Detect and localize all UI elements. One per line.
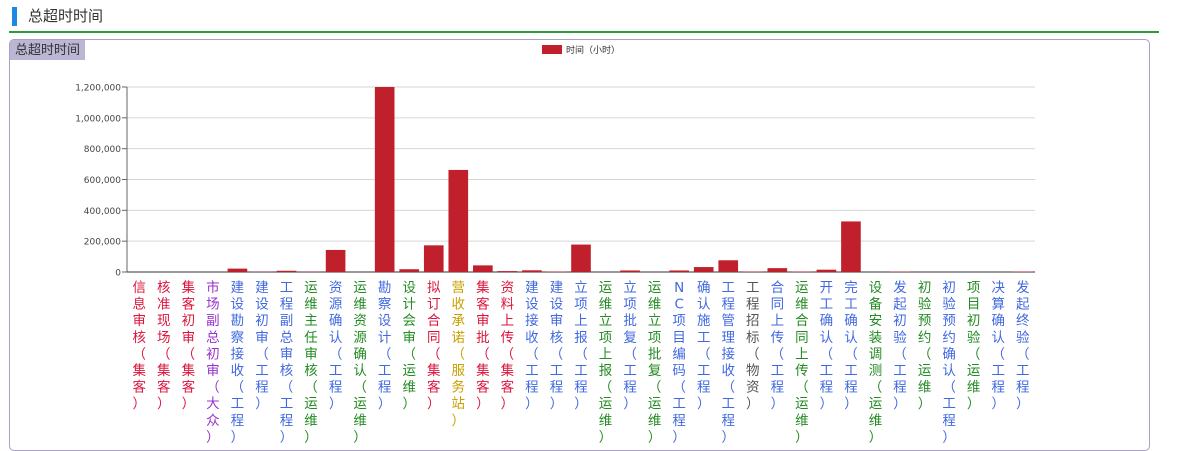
x-tick-label: 工程管理接收（工程） [721,280,735,443]
x-tick-label: 决算确认（工程） [991,280,1005,412]
legend-label: 时间（小时） [566,44,620,56]
y-tick-label: 200,000 [84,238,121,248]
x-tick-label: 运维合同上传（运维） [795,280,809,443]
x-tick-label: 市场副总初审（大众） [206,279,220,443]
bar [399,269,419,272]
x-tick-label: 完工确认（工程） [844,280,858,412]
x-tick-label: 工程副总审核（工程） [280,280,294,443]
x-tick-label: 集客审批（集客） [476,280,490,412]
x-tick-label: 发起初验（工程） [893,280,907,412]
x-tick-label: 拟订合同（集客） [427,280,441,412]
bar [718,260,738,272]
bar [694,267,714,272]
x-tick-label: 立项上报（工程） [574,280,588,412]
x-tick-label: 勘察设计（工程） [378,280,392,412]
x-tick-label: 立项批复（工程） [623,280,637,412]
bar [571,245,591,272]
x-tick-label: 设计会审（运维） [402,280,416,412]
bar [277,271,297,272]
x-tick-label: 建设接收（工程） [525,280,539,412]
bar [228,269,248,272]
bar [817,270,837,272]
x-tick-label: 合同上传（工程） [771,280,785,412]
x-tick-label: 运维资源确认（运维） [353,280,367,443]
y-tick-label: 1,200,000 [75,84,121,94]
x-tick-label: 核准现场（集客） [157,280,171,412]
bar [620,270,640,272]
x-tick-label: 发起终验（工程） [1016,280,1030,412]
x-tick-label: 建设审核（工程） [550,280,564,412]
x-tick-label: 设备安装调测（运维） [869,280,883,443]
bar [473,265,493,272]
x-tick-label: 资源确认（工程） [329,280,343,412]
x-tick-label: 信息审核（集客） [133,280,147,412]
y-tick-label: 600,000 [84,176,121,186]
x-tick-label: 运维立项上报（运维） [599,280,613,443]
bar [841,221,861,272]
bar [669,270,689,272]
x-tick-label: 初验预约确认（工程） [942,279,956,443]
x-tick-label: 开工确认（工程） [820,280,834,412]
x-tick-label: 建设初审（工程） [255,280,269,412]
bar [522,270,542,272]
x-tick-label: 工程招标（物资） [746,280,760,412]
y-tick-label: 0 [115,269,121,279]
x-tick-label: 资料上传（集客） [501,280,515,412]
bar [768,268,788,272]
x-tick-label: 集客初审（集客） [182,280,196,412]
y-tick-label: 1,000,000 [75,114,121,124]
x-tick-label: 运维主任审核（运维） [304,280,318,443]
x-tick-label: 营收承诺（服务站） [452,280,466,429]
bar [424,245,444,272]
y-tick-label: 800,000 [84,145,121,155]
bar [375,87,395,272]
x-tick-label: 确认施工（工程） [697,280,711,412]
legend-swatch [542,45,562,54]
y-tick-label: 400,000 [84,207,121,217]
bar [498,271,518,272]
x-tick-label: 建设勘察接收（工程） [231,280,245,443]
x-tick-label: 运维立项批复（运维） [648,280,662,443]
bar [448,170,468,272]
bar [326,250,346,272]
x-tick-label: 项目初验（运维） [967,280,981,412]
x-tick-label: 初验预约（运维） [918,279,932,412]
